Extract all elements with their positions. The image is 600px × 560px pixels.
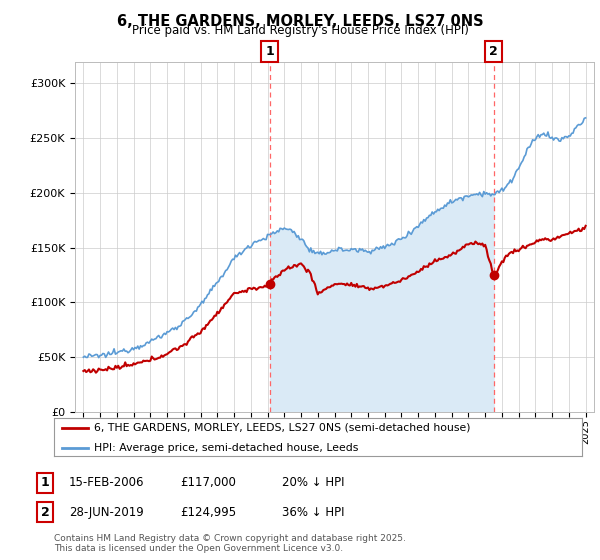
Text: 1: 1 [41,476,49,489]
Text: 15-FEB-2006: 15-FEB-2006 [69,476,145,489]
Text: HPI: Average price, semi-detached house, Leeds: HPI: Average price, semi-detached house,… [94,443,358,453]
Text: 1: 1 [265,45,274,58]
Text: 6, THE GARDENS, MORLEY, LEEDS, LS27 0NS (semi-detached house): 6, THE GARDENS, MORLEY, LEEDS, LS27 0NS … [94,423,470,433]
Text: £117,000: £117,000 [180,476,236,489]
Text: 36% ↓ HPI: 36% ↓ HPI [282,506,344,519]
Text: 28-JUN-2019: 28-JUN-2019 [69,506,144,519]
Text: 6, THE GARDENS, MORLEY, LEEDS, LS27 0NS: 6, THE GARDENS, MORLEY, LEEDS, LS27 0NS [116,14,484,29]
Text: £124,995: £124,995 [180,506,236,519]
Text: Contains HM Land Registry data © Crown copyright and database right 2025.
This d: Contains HM Land Registry data © Crown c… [54,534,406,553]
Text: 2: 2 [41,506,49,519]
Text: Price paid vs. HM Land Registry's House Price Index (HPI): Price paid vs. HM Land Registry's House … [131,24,469,37]
Text: 2: 2 [489,45,498,58]
Text: 20% ↓ HPI: 20% ↓ HPI [282,476,344,489]
